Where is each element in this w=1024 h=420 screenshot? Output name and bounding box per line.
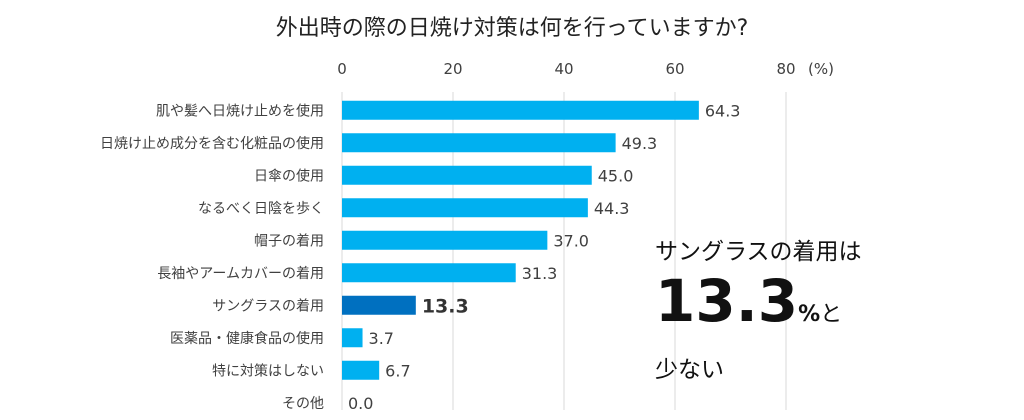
category-label: 日焼け止め成分を含む化粧品の使用: [100, 135, 324, 152]
bar: [342, 198, 588, 218]
bar: [342, 230, 548, 250]
bar: [342, 360, 380, 380]
bar: [342, 263, 516, 283]
tick-label: 40: [554, 60, 573, 78]
data-label: 13.3: [422, 295, 469, 317]
callout-suffix: と: [820, 302, 843, 327]
data-label: 44.3: [594, 199, 630, 218]
category-label: サングラスの着用: [212, 298, 324, 314]
category-labels: 肌や髪へ日焼け止めを使用日焼け止め成分を含む化粧品の使用日傘の使用なるべく日陰を…: [100, 102, 324, 412]
data-label: 6.7: [385, 361, 410, 380]
callout-text: サングラスの着用は: [655, 239, 862, 265]
category-label: 医薬品・健康食品の使用: [170, 330, 324, 347]
data-label: 37.0: [553, 231, 589, 250]
category-label: 日傘の使用: [254, 167, 324, 184]
bar: [342, 100, 699, 120]
category-label: 肌や髪へ日焼け止めを使用: [156, 102, 324, 119]
bar: [342, 133, 616, 153]
value-labels: 64.3 49.3 45.0 44.3 37.0 31.3 13.3 3.7 6.7 0.0: [348, 101, 740, 413]
tick-label: 20: [443, 60, 462, 78]
callout-unit: %: [798, 302, 821, 327]
bars: [342, 100, 699, 380]
data-label: 49.3: [622, 134, 658, 153]
data-label: 0.0: [348, 394, 373, 413]
callout-value: 13.3: [655, 267, 799, 335]
category-label: 長袖やアームカバーの着用: [157, 266, 324, 282]
tick-label: 60: [665, 60, 684, 78]
tick-labels: 0 20 40 60 80 (%): [337, 60, 834, 78]
bar: [342, 295, 416, 315]
bar: [342, 165, 592, 185]
category-label: 帽子の着用: [254, 233, 324, 249]
data-label: 64.3: [705, 101, 741, 120]
category-label: 特に対策はしない: [212, 362, 324, 379]
category-label: なるべく日陰を歩く: [198, 201, 324, 217]
bar: [342, 328, 363, 348]
data-label: 3.7: [369, 329, 394, 348]
data-label: 31.3: [522, 264, 558, 283]
tick-label: 80: [776, 60, 795, 78]
callout-conclusion: 少ない: [655, 357, 724, 383]
tick-label: 0: [337, 60, 347, 78]
category-label: その他: [282, 396, 324, 412]
chart-title: 外出時の際の日焼け対策は何を行っていますか?: [275, 16, 749, 41]
data-label: 45.0: [598, 166, 634, 185]
callout-number: 13.3%と: [655, 272, 842, 330]
axis-unit-label: (%): [808, 60, 834, 78]
